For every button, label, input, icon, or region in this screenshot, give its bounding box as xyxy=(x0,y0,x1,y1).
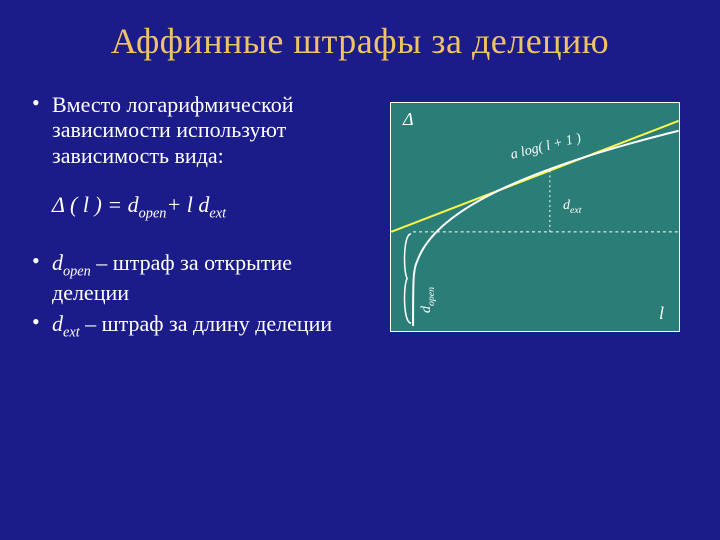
content-row: Вместо логарифмической зависимости испол… xyxy=(30,92,690,347)
formula-plus: + xyxy=(166,192,186,217)
dext-text: – штраф за длину делеции xyxy=(80,311,333,336)
dopen-brace xyxy=(405,234,412,323)
axis-delta-label: Δ xyxy=(403,109,414,130)
formula: Δ ( l ) = dopen+ l dext xyxy=(52,192,370,222)
right-column: Δ l a log( l + 1 ) dext dopen xyxy=(390,92,690,347)
left-column: Вместо логарифмической зависимости испол… xyxy=(30,92,370,347)
penalty-chart: Δ l a log( l + 1 ) dext dopen xyxy=(390,102,680,332)
dext-sub: ext xyxy=(63,324,80,340)
intro-text: Вместо логарифмической зависимости испол… xyxy=(52,92,293,168)
log-curve xyxy=(413,131,679,326)
formula-dext-sub: ext xyxy=(209,205,226,221)
dext-label-sub: ext xyxy=(570,205,581,216)
dext-label-d: d xyxy=(563,198,570,213)
formula-dopen: d xyxy=(128,192,139,217)
dopen-label-d: d xyxy=(419,306,434,313)
formula-dext: d xyxy=(198,192,209,217)
formula-delta: Δ xyxy=(52,192,65,217)
dopen-sym: d xyxy=(52,250,63,275)
dopen-label: dopen xyxy=(419,287,437,313)
formula-dopen-sub: open xyxy=(139,205,167,221)
formula-open-paren: ( xyxy=(70,192,83,217)
dext-label: dext xyxy=(563,198,581,216)
dext-bullet: dext – штраф за длину делеции xyxy=(30,311,370,341)
slide-title: Аффинные штрафы за делецию xyxy=(30,20,690,62)
dopen-sub: open xyxy=(63,263,91,279)
dext-sym: d xyxy=(52,311,63,336)
affine-line xyxy=(391,121,678,232)
dopen-bullet: dopen – штраф за открытие делеции xyxy=(30,250,370,305)
formula-close-paren: ) = xyxy=(89,192,128,217)
formula-l2: l xyxy=(187,192,193,217)
axis-l-label: l xyxy=(659,303,664,324)
dopen-label-sub: open xyxy=(426,287,437,306)
intro-bullet: Вместо логарифмической зависимости испол… xyxy=(30,92,370,168)
